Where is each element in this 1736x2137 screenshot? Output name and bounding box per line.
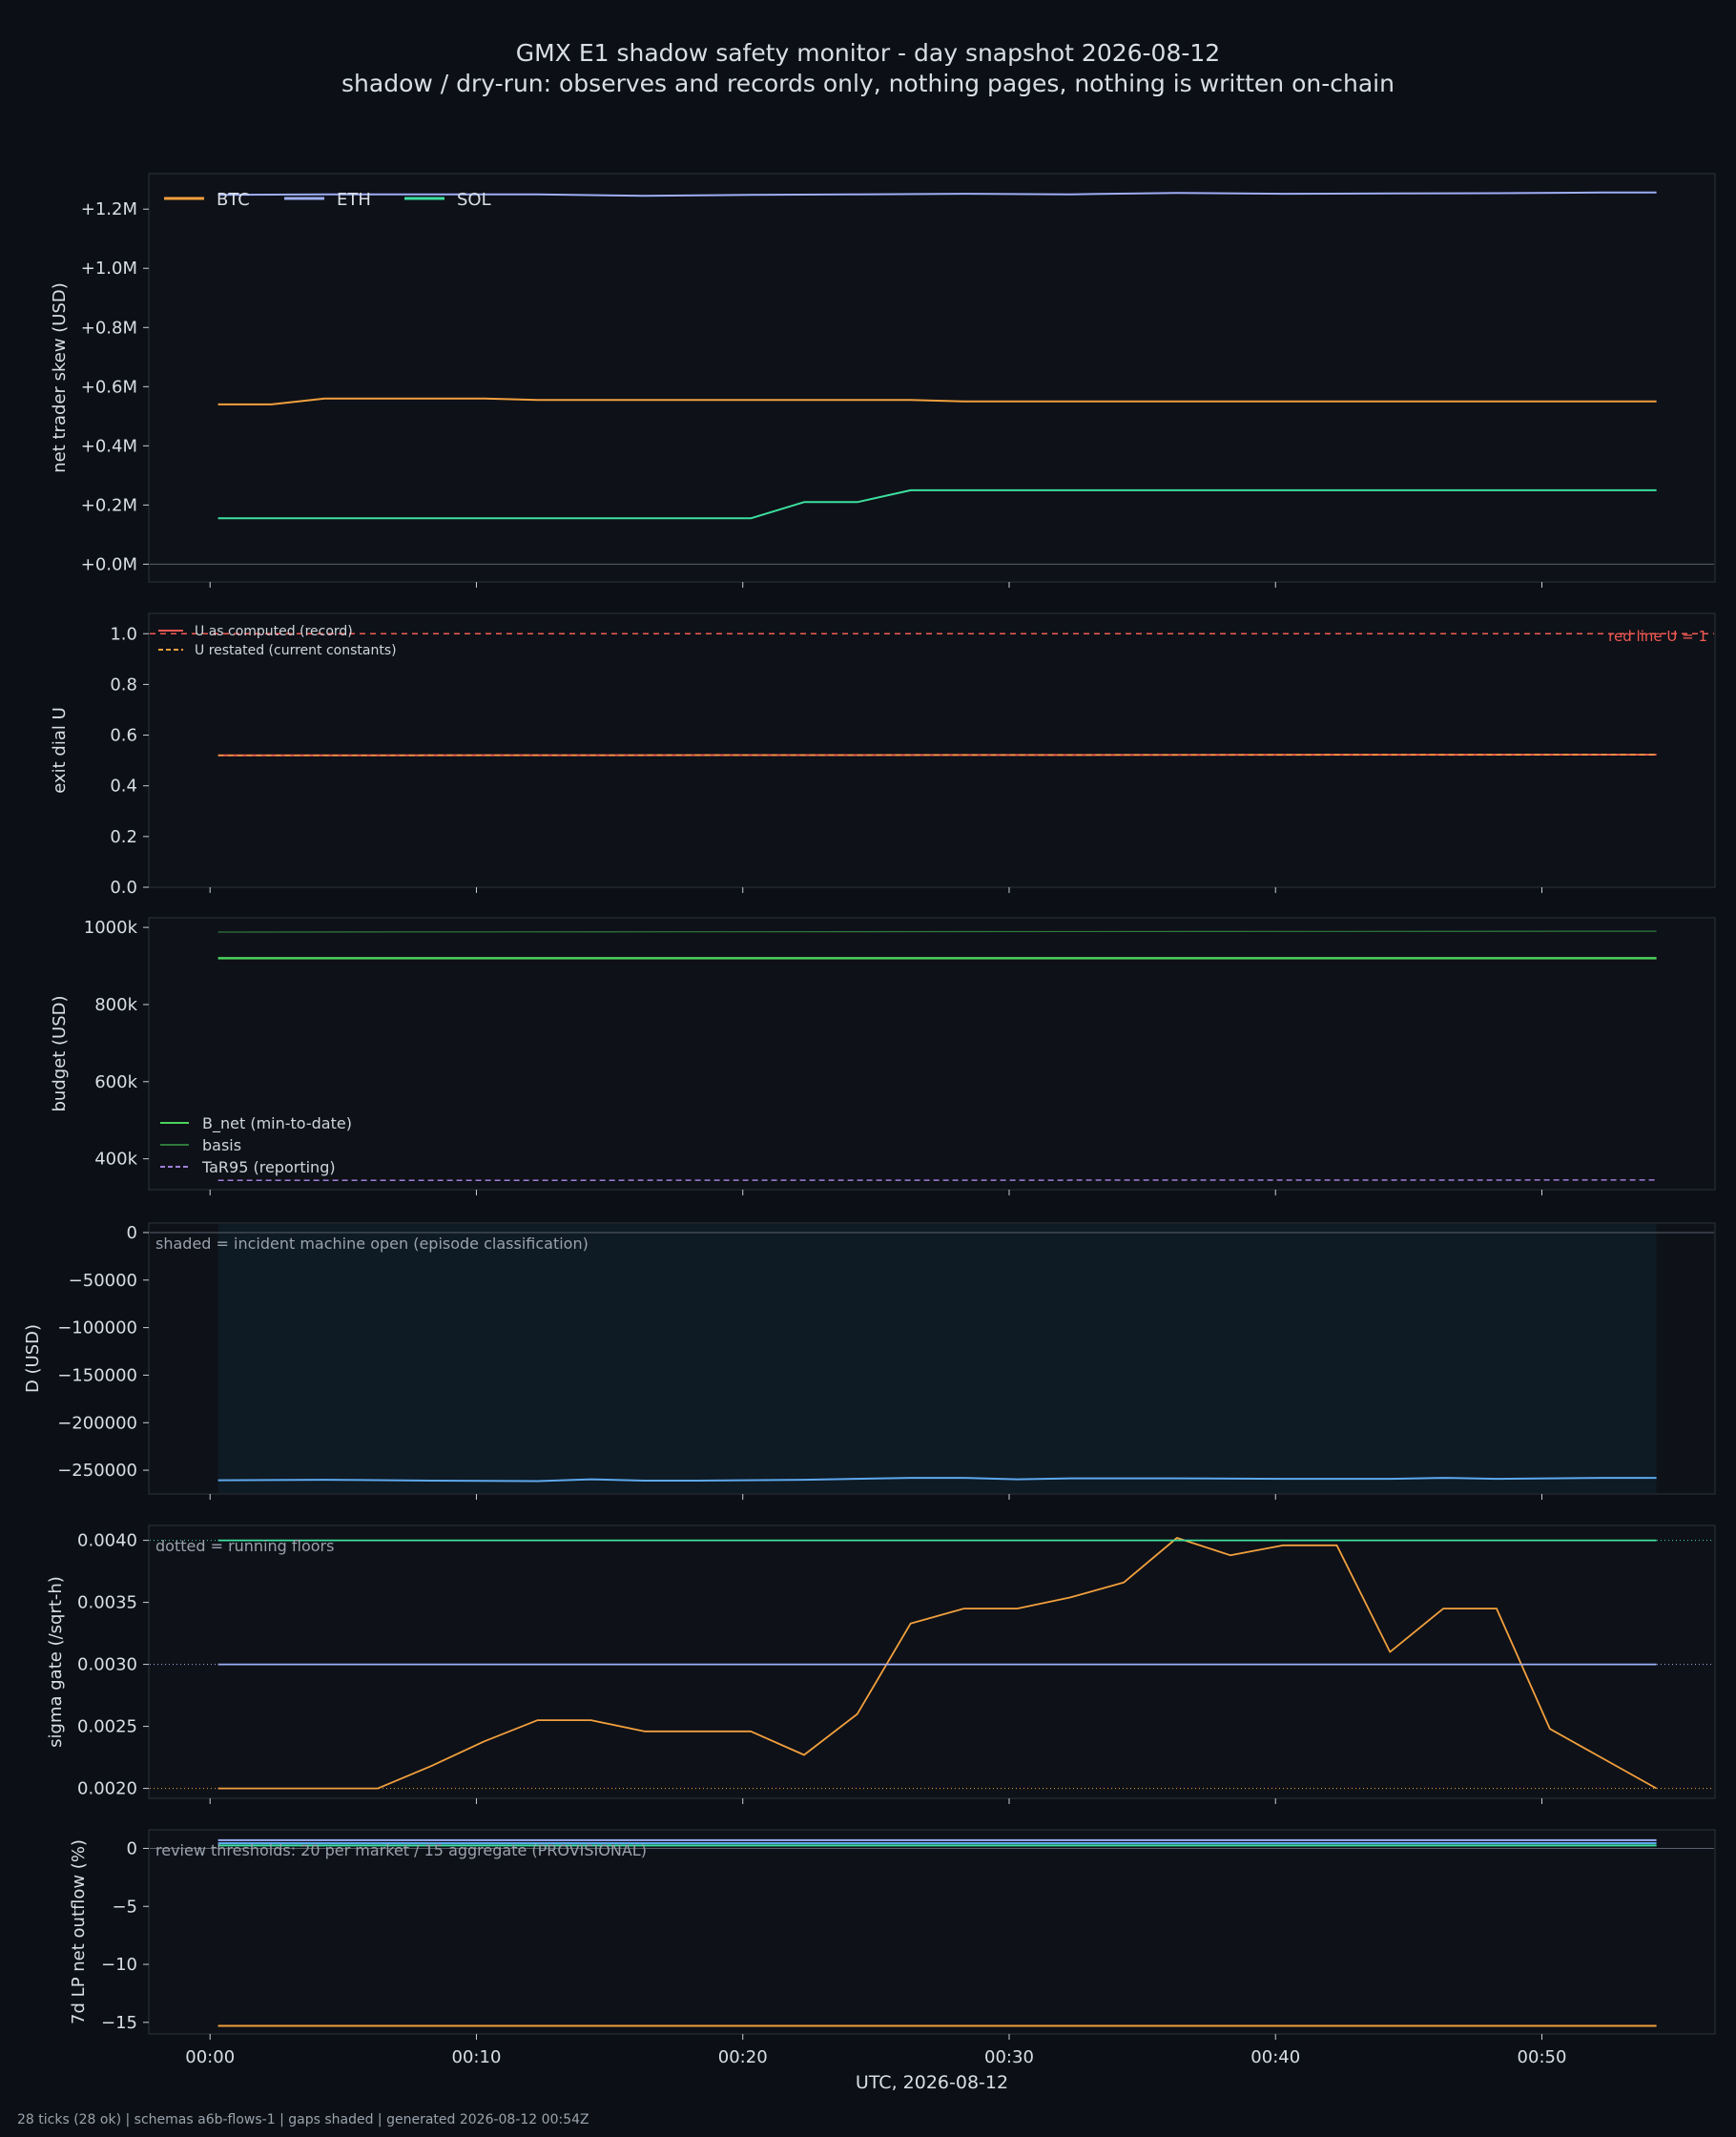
panel-6: −15 −10 −5 0 7d LP net outflow (%) review thr…: [69, 1829, 1716, 2093]
series-line: [217, 1477, 1657, 1483]
y-tick-label: +1.2M: [81, 199, 137, 219]
y-axis-label: net trader skew (USD): [50, 282, 70, 473]
legend-label: BTC: [217, 190, 250, 210]
panel-frame: [148, 917, 1716, 1191]
panel-5: 0.0020 0.0025 0.0030 0.0035 0.0040 sigma gate…: [46, 1525, 1716, 1804]
red-line-annotation: red line U = 1: [1608, 628, 1707, 645]
series-line-eth: [217, 191, 1657, 197]
series-line-basis: [217, 930, 1657, 933]
legend-label: U restated (current constants): [195, 643, 397, 658]
y-tick-label: 0: [127, 1838, 137, 1858]
y-tick-label: 0: [127, 1223, 137, 1243]
panel-frame: [148, 1525, 1716, 1799]
legend-label: basis: [202, 1136, 241, 1154]
panel-3: 400k 600k 800k 1000k budget (USD) B_net (min-…: [50, 917, 1716, 1195]
y-tick-label: −50000: [69, 1271, 137, 1291]
y-tick-label: 0.0025: [77, 1717, 137, 1737]
y-tick-label: 0.0035: [77, 1593, 137, 1613]
panel-frame: [148, 1829, 1716, 2035]
legend-label: SOL: [457, 190, 491, 210]
footer-status: 28 ticks (28 ok) | schemas a6b-flows-1 |…: [17, 2112, 589, 2127]
y-tick-label: 0.0020: [77, 1779, 137, 1799]
x-tick-label: 00:00: [185, 2047, 235, 2067]
x-axis-label: UTC, 2026-08-12: [856, 2072, 1008, 2093]
y-tick-label: 0.6: [110, 726, 137, 746]
y-tick-label: +0.8M: [81, 318, 137, 338]
panel-frame: [148, 173, 1716, 583]
y-tick-label: 400k: [94, 1150, 137, 1170]
y-tick-label: −250000: [57, 1461, 137, 1481]
y-tick-label: +0.0M: [81, 554, 137, 574]
y-tick-label: +0.2M: [81, 495, 137, 515]
title-block: GMX E1 shadow safety monitor - day snaps…: [0, 38, 1736, 99]
y-tick-label: +1.0M: [81, 259, 137, 279]
y-tick-label: 0.0: [110, 878, 137, 898]
panel-note: dotted = running floors: [155, 1537, 334, 1555]
y-axis-label: budget (USD): [50, 995, 70, 1111]
y-tick-label: +0.6M: [81, 377, 137, 397]
panel-4: −250000 −200000 −150000 −100000 −50000 0 D (US…: [23, 1222, 1716, 1500]
y-tick-label: −200000: [57, 1413, 137, 1433]
series-line-sol: [217, 488, 1657, 520]
chart-title: GMX E1 shadow safety monitor - day snaps…: [515, 39, 1221, 67]
y-tick-label: 1.0: [110, 624, 137, 644]
panel-note: review thresholds: 20 per market / 15 ag…: [155, 1841, 647, 1859]
y-tick-label: 0.2: [110, 827, 137, 847]
y-tick-label: −150000: [57, 1365, 137, 1385]
y-tick-label: 0.4: [110, 777, 137, 797]
legend-label: TaR95 (reporting): [201, 1158, 336, 1176]
y-tick-label: 0.8: [110, 674, 137, 695]
series-line: [217, 1537, 1658, 1790]
panel-frame: [148, 612, 1716, 888]
series-line-btc: [217, 397, 1657, 405]
y-tick-label: 0.0030: [77, 1655, 137, 1675]
panel-1: +0.0M +0.2M +0.4M +0.6M +0.8M +1.0M +1.2M net t…: [50, 173, 1716, 588]
y-tick-label: −15: [101, 2013, 137, 2033]
y-tick-label: 600k: [94, 1072, 137, 1092]
x-tick-label: 00:30: [984, 2047, 1034, 2067]
y-axis-label: 7d LP net outflow (%): [69, 1839, 89, 2024]
legend-label: ETH: [337, 190, 371, 210]
x-tick-label: 00:10: [452, 2047, 502, 2067]
incident-shade: [217, 1224, 1657, 1493]
y-axis-label: exit dial U: [50, 707, 70, 794]
y-tick-label: +0.4M: [81, 436, 137, 456]
panel-2: 0.0 0.2 0.4 0.6 0.8 1.0 exit dial U red line U …: [50, 612, 1716, 898]
legend-label: B_net (min-to-date): [202, 1114, 352, 1133]
y-tick-label: 1000k: [84, 918, 138, 938]
y-tick-label: −5: [112, 1897, 137, 1917]
x-tick-label: 00:50: [1518, 2047, 1567, 2067]
y-tick-label: −10: [101, 1955, 137, 1975]
series-line-u-restated-current-constants: [217, 754, 1657, 757]
legend-label: U as computed (record): [195, 624, 353, 639]
x-tick-label: 00:40: [1250, 2047, 1300, 2067]
panel-note: shaded = incident machine open (episode …: [155, 1234, 589, 1253]
y-tick-label: 0.0040: [77, 1531, 137, 1551]
chart-subtitle: shadow / dry-run: observes and records o…: [341, 70, 1395, 97]
y-tick-label: −100000: [57, 1318, 137, 1338]
x-tick-label: 00:20: [718, 2047, 768, 2067]
y-axis-label: D (USD): [23, 1324, 43, 1393]
y-axis-label: sigma gate (/sqrt-h): [46, 1576, 66, 1748]
y-tick-label: 800k: [94, 995, 137, 1015]
